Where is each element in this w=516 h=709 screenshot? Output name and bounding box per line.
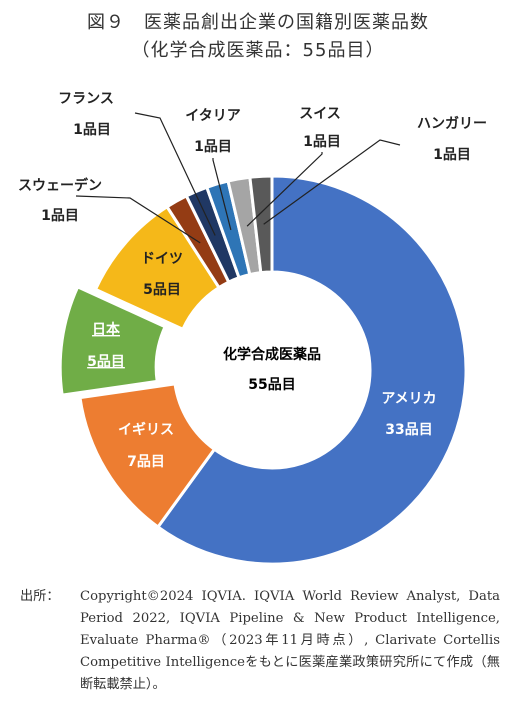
- donut-chart: アメリカ 33品目 イギリス 7品目 日本 5品目 ドイツ 5品目 スウェーデン 1品目 フランス 1…: [18, 91, 487, 566]
- chart-subtitle: （化学合成医薬品：55品目）: [131, 40, 385, 61]
- slice-7-name-label: イタリア: [185, 108, 240, 124]
- slice-1-value-label: 33品目: [385, 422, 432, 438]
- slice-2-value-label: 7品目: [127, 454, 165, 470]
- center-label-title: 化学合成医薬品: [223, 346, 321, 363]
- slice-8-value-label: 1品目: [303, 134, 341, 150]
- slice-8-name-label: スイス: [299, 106, 341, 122]
- slice-9-leader: [263, 139, 401, 225]
- slice-1: [155, 174, 468, 566]
- slice-9-value-label: 1品目: [433, 147, 471, 163]
- chart-title: 図９ 医薬品創出企業の国籍別医薬品数: [87, 12, 429, 33]
- slice-3-name-label: 日本: [92, 321, 121, 338]
- source-text: Copyright©2024 IQVIA. IQVIA World Review…: [80, 589, 500, 692]
- slice-9-name-label: ハンガリー: [417, 116, 487, 132]
- slice-7-leader: [212, 158, 232, 231]
- slice-1-name-label: アメリカ: [381, 391, 436, 407]
- center-label-count: 55品目: [248, 377, 295, 393]
- slice-3-value-label: 5品目: [87, 354, 125, 370]
- slice-6-leader: [134, 112, 216, 236]
- slice-2-name-label: イギリス: [118, 421, 174, 438]
- source-note: 出所： Copyright©2024 IQVIA. IQVIA World Re…: [20, 586, 500, 696]
- slice-6-value-label: 1品目: [73, 122, 111, 138]
- slice-7-value-label: 1品目: [194, 139, 232, 155]
- source-head: 出所：: [20, 589, 60, 604]
- slice-4-value-label: 5品目: [143, 282, 181, 298]
- slice-5-name-label: スウェーデン: [18, 177, 102, 194]
- slice-4-name-label: ドイツ: [141, 251, 183, 267]
- slice-3: [58, 284, 168, 397]
- slice-6-name-label: フランス: [58, 91, 114, 107]
- slice-5-leader: [75, 195, 201, 244]
- slice-8-leader: [246, 152, 323, 227]
- slice-9: [248, 174, 274, 275]
- slice-5-value-label: 1品目: [41, 208, 79, 224]
- slice-2: [78, 382, 217, 530]
